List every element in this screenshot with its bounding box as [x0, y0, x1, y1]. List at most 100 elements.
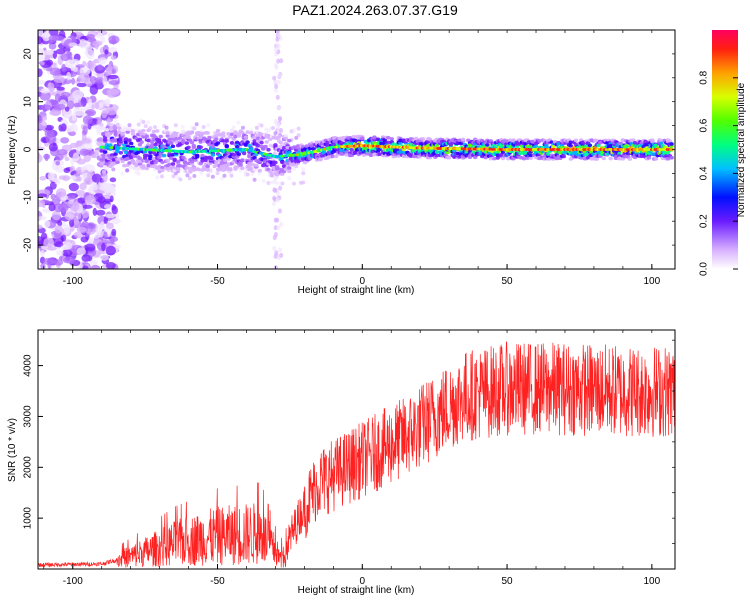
- spectrogram-cell: [608, 156, 613, 161]
- spectrogram-cell: [219, 161, 224, 165]
- spectrogram-cell: [54, 93, 61, 103]
- spectrogram-cell: [120, 128, 125, 133]
- spectrogram-cell: [250, 171, 255, 176]
- spectrogram-cell: [109, 155, 115, 160]
- spectrogram-cell: [100, 36, 106, 43]
- spectrogram-cell: [60, 234, 67, 242]
- snr-x-tick-label: 50: [502, 576, 514, 587]
- spectrogram-cell: [178, 177, 183, 182]
- spectrogram-cell: [287, 166, 292, 170]
- spectrogram-cell: [92, 207, 97, 217]
- spectrogram-cell: [89, 76, 97, 84]
- spectrogram-cell: [195, 154, 200, 159]
- spectrogram-cell: [49, 67, 62, 76]
- spectrogram-cell: [102, 137, 108, 142]
- spectrogram-cell: [667, 139, 672, 143]
- snr-y-tick-label: 4000: [23, 354, 34, 377]
- spectrogram-cell: [136, 122, 141, 127]
- spectrogram-cell: [104, 49, 109, 55]
- spectrogram-cell: [240, 158, 245, 162]
- spectrogram-cell: [254, 163, 259, 168]
- spectrogram-cell: [101, 156, 106, 161]
- spectrogram-cell: [164, 125, 169, 130]
- spectrogram-cell: [165, 134, 170, 138]
- spectrogram-cell: [205, 164, 210, 168]
- spectrogram-cell: [122, 143, 127, 147]
- spectrogram-cell: [108, 126, 113, 131]
- spectrogram-cell: [537, 139, 542, 143]
- spectrogram-cell: [262, 159, 268, 164]
- spectrogram-cell: [320, 154, 325, 158]
- spectrogram-cell: [273, 118, 278, 124]
- spectrogram-cell: [144, 134, 150, 138]
- spectrogram-cell: [144, 153, 150, 158]
- spectrogram-cell: [69, 201, 80, 212]
- spectrogram-cell: [207, 135, 212, 140]
- spectrogram-cell: [184, 141, 190, 145]
- spectrogram-cell: [85, 227, 96, 235]
- spectrogram-cell: [159, 174, 164, 179]
- chart-title: PAZ1.2024.263.07.37.G19: [292, 2, 458, 18]
- spectrogram-cell: [238, 163, 243, 167]
- spectrogram-cell: [467, 155, 473, 160]
- spectrogram-cell: [125, 144, 130, 149]
- spectrogram-cell: [69, 175, 77, 180]
- spectrogram-cell: [413, 136, 419, 141]
- spectrogram-cell: [460, 137, 466, 142]
- spectrogram-cell: [325, 140, 330, 144]
- spectrogram-cell: [99, 221, 105, 230]
- colorbar-label: Normalized spectral amplitude: [736, 82, 747, 217]
- spectrogram-cell: [279, 58, 284, 64]
- spectrogram-cell: [205, 168, 210, 172]
- spectrogram-cell: [48, 142, 58, 152]
- spectrogram-cell: [236, 120, 241, 125]
- spectrogram-cell: [514, 144, 520, 149]
- spectrogram-cell: [544, 143, 549, 148]
- spectrogram-cell: [61, 249, 73, 257]
- spectrogram-cell: [268, 180, 273, 185]
- spectrogram-cell: [108, 47, 118, 53]
- spectrogram-cell: [340, 135, 346, 140]
- spectrogram-cell: [224, 139, 229, 143]
- spectrogram-cell: [130, 132, 136, 136]
- spectrogram-cell: [155, 158, 160, 163]
- spectrogram-cell: [287, 138, 292, 143]
- spectrogram-cell: [123, 137, 129, 141]
- spectrogram-cell: [118, 150, 124, 155]
- spectrogram-cell: [240, 125, 245, 130]
- spectrogram-cell: [49, 109, 62, 116]
- spectrogram-cell: [391, 142, 396, 146]
- spectrogram-cell: [206, 123, 211, 128]
- spectrogram-cell: [198, 161, 203, 166]
- spectrogram-cell: [344, 150, 349, 154]
- spectrogram-cell: [127, 138, 132, 142]
- spectrogram-cell: [188, 131, 193, 136]
- spectrogram-cell: [130, 129, 136, 133]
- spectrogram-cell: [108, 80, 120, 86]
- spectrogram-cell: [109, 177, 117, 183]
- spectrogram-cell: [259, 123, 264, 128]
- spectrogram-cell: [56, 249, 64, 256]
- spectrogram-cell: [379, 141, 384, 146]
- spectrogram-cell: [91, 104, 96, 110]
- spectrogram-cell: [51, 177, 59, 182]
- spectrogram-cell: [84, 243, 96, 252]
- spectrogram-cell: [269, 172, 275, 176]
- spectrogram-cell: [82, 125, 88, 135]
- spectrogram-cell: [235, 140, 240, 145]
- spectrogram-cell: [48, 35, 58, 42]
- spectrogram-cell: [206, 173, 211, 178]
- spectrogram-cell: [278, 185, 283, 191]
- spectrogram-cell: [151, 156, 157, 161]
- spectrogram-cell: [181, 140, 186, 145]
- spectrogram-cell: [351, 135, 356, 139]
- spectrogram-cell: [254, 125, 259, 130]
- spectrogram-cell: [488, 156, 494, 161]
- spectrogram-cell: [105, 98, 111, 108]
- spectrogram-cell: [129, 141, 134, 146]
- spectrogram-cell: [83, 177, 94, 185]
- spectrogram-cell: [94, 42, 99, 50]
- spectrogram-cell: [445, 150, 450, 155]
- spectrogram-cell: [280, 160, 285, 165]
- spectrogram-cell: [156, 165, 162, 170]
